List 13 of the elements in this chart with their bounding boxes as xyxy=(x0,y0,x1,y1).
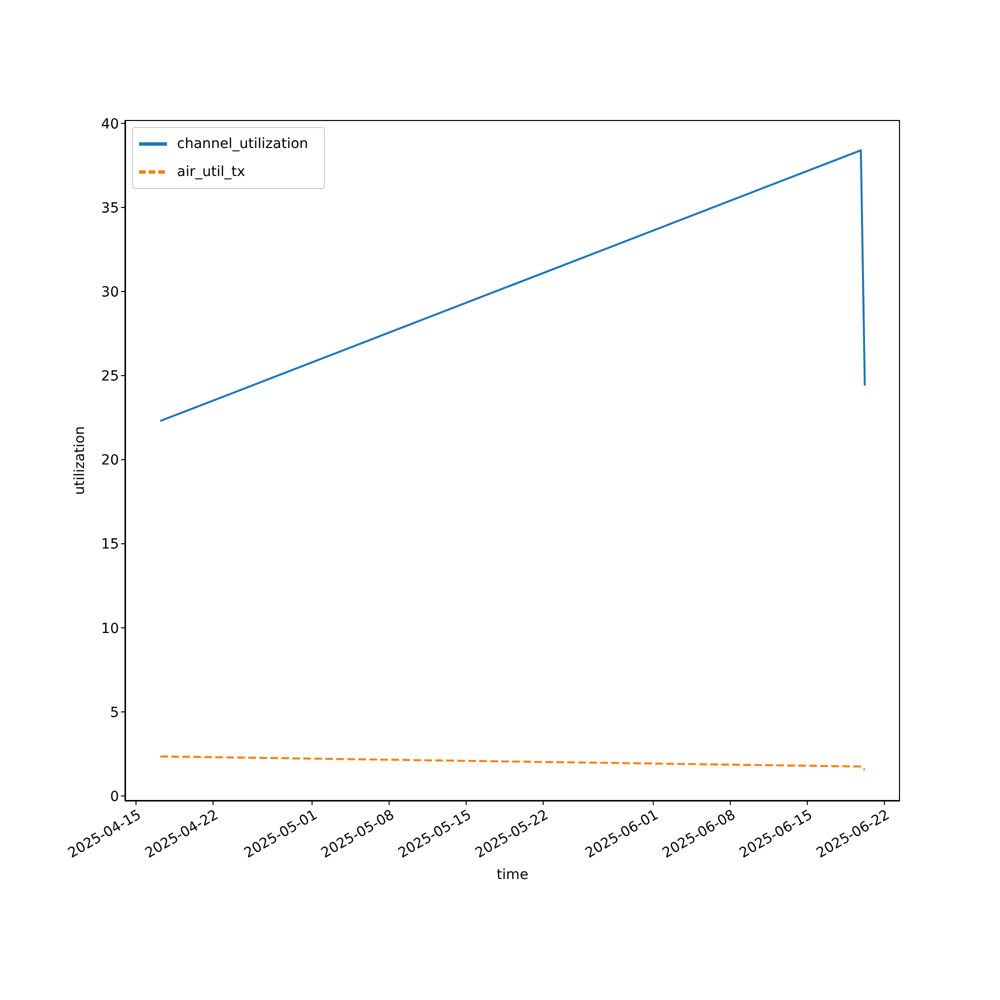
x-axis-title: time xyxy=(496,867,528,883)
y-tick-label: 30 xyxy=(101,284,119,300)
y-tick-label: 5 xyxy=(110,704,119,721)
y-tick-label: 25 xyxy=(101,368,119,385)
y-tick-label: 35 xyxy=(101,200,119,216)
y-tick-label: 40 xyxy=(101,116,119,132)
y-axis-title: utilization xyxy=(72,426,88,495)
y-tick-label: 15 xyxy=(101,536,119,553)
y-tick-label: 10 xyxy=(101,620,119,637)
y-tick-label: 0 xyxy=(110,788,119,805)
legend-label: air_util_tx xyxy=(177,164,246,180)
legend-label: channel_utilization xyxy=(177,136,308,152)
y-tick-label: 20 xyxy=(101,452,119,469)
